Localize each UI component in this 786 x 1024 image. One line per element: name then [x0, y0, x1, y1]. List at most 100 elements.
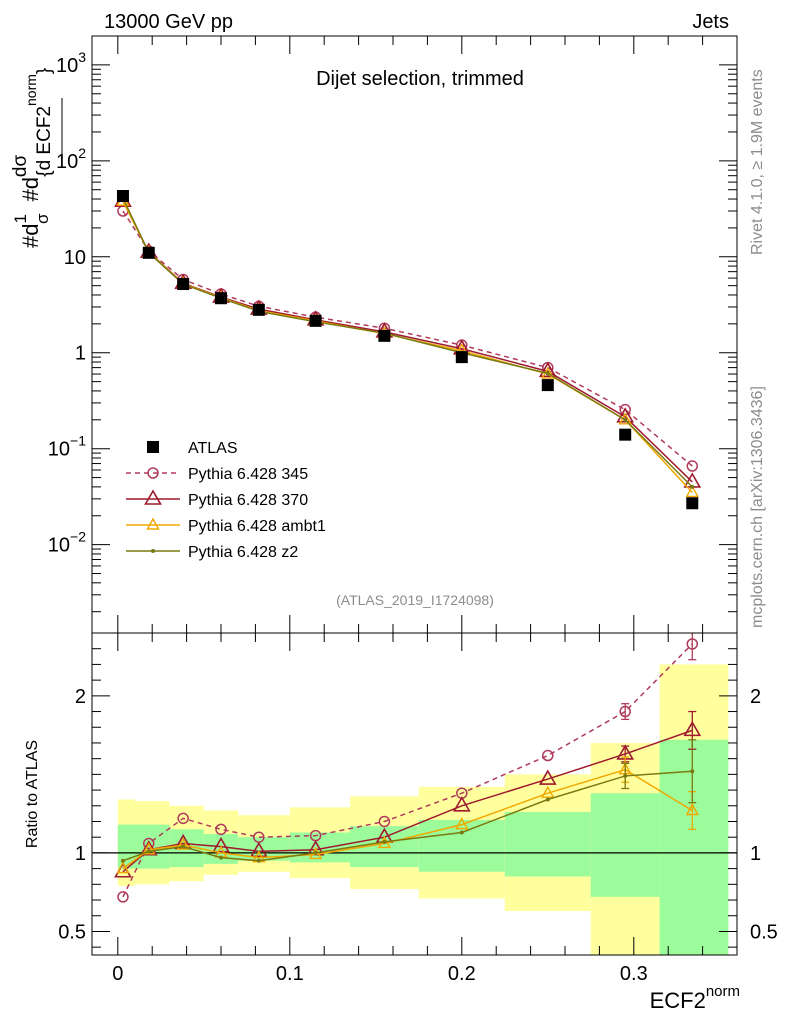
- ratio-y-tick-label: 2: [75, 686, 86, 708]
- x-axis-label: ECF2norm: [650, 983, 740, 1013]
- ratio-point: [623, 773, 628, 778]
- ratio-pythia-6-428-z2: [120, 739, 697, 863]
- ratio-point: [256, 858, 261, 863]
- band-green: [659, 739, 729, 955]
- ratio-y-tick-label: 0.5: [58, 921, 86, 943]
- ylabel-close: }: [34, 68, 55, 74]
- ratio-point: [619, 705, 631, 718]
- top-series: [114, 190, 702, 510]
- legend-item: Pythia 6.428 370: [126, 489, 308, 509]
- ratio-point: [545, 797, 550, 802]
- data-point: [455, 351, 468, 364]
- ratio-point: [142, 842, 156, 855]
- data-point: [685, 484, 699, 498]
- ratio-series: [114, 633, 702, 903]
- data-point: [545, 371, 550, 376]
- legend-label: ATLAS: [188, 440, 238, 457]
- legend-marker: [147, 467, 159, 479]
- y-tick-label-base: 10: [48, 535, 70, 557]
- band-green: [504, 812, 591, 877]
- legend-label: Pythia 6.428 345: [188, 466, 308, 483]
- bottom-panel: 0.5 0.5 1 1 2 2 0 0.1 0.2 0.3 Ratio to ATLAS ECF2…: [24, 632, 778, 1013]
- ratio-point: [249, 841, 268, 858]
- x-tick-label: 0: [112, 963, 123, 985]
- ratio-point: [378, 815, 391, 828]
- legend-item: ATLAS: [147, 440, 238, 457]
- y-tick-label: 1: [75, 343, 86, 365]
- legend-marker: [146, 517, 160, 530]
- ratio-y-tick-label-right: 0.5: [750, 921, 778, 943]
- data-point: [378, 329, 391, 342]
- ratio-point: [143, 837, 155, 850]
- y-tick-label: 102: [56, 145, 86, 173]
- series-line: [122, 210, 693, 467]
- mcplots-label: mcplots.cern.ch [arXiv:1306.3436]: [749, 386, 766, 628]
- x-axis-label-sup: norm: [706, 983, 740, 1000]
- data-point: [538, 361, 557, 378]
- y-tick-label-exp: 2: [78, 145, 86, 161]
- ratio-point: [212, 837, 230, 853]
- y-tick-label-base: 10: [56, 55, 78, 77]
- y-tick-label-base: 10: [64, 247, 86, 269]
- ratio-point: [215, 823, 227, 836]
- legend-marker: [151, 549, 155, 553]
- band-green: [238, 837, 290, 861]
- ylabel-sup: norm: [23, 74, 39, 106]
- x-tick-label: 0.2: [448, 963, 476, 985]
- uncertainty-bands: [117, 664, 729, 955]
- legend-item: Pythia 6.428 ambt1: [126, 517, 326, 535]
- ratio-point: [382, 839, 387, 844]
- legend-item: Pythia 6.428 345: [126, 466, 308, 483]
- data-point: [686, 460, 699, 472]
- analysis-label: (ATLAS_2019_I1724098): [336, 592, 494, 608]
- chart-title: Dijet selection, trimmed: [316, 68, 524, 90]
- data-point: [690, 484, 695, 489]
- bottom-ticks: 0.5 0.5 1 1 2 2 0 0.1 0.2 0.3: [58, 633, 778, 985]
- rivet-label: Rivet 4.1.0, ≥ 1.9M events: [749, 69, 766, 255]
- ratio-point: [116, 861, 130, 874]
- ratio-point: [690, 769, 695, 774]
- data-point: [309, 314, 322, 327]
- ratio-point: [683, 720, 702, 737]
- data-point: [116, 190, 129, 203]
- x-tick-label: 0.3: [620, 963, 648, 985]
- y-tick-label-base: 10: [56, 151, 78, 173]
- ratio-point: [686, 638, 699, 650]
- ratio-line: [122, 643, 693, 898]
- ratio-point: [146, 849, 151, 854]
- top-y-axis-label: #d1 σ#ddσ {d ECF2norm}: [10, 68, 55, 248]
- ratio-point: [181, 844, 186, 849]
- ylabel-sigma: σ: [33, 213, 52, 224]
- ratio-y-axis-label: Ratio to ATLAS: [24, 740, 41, 848]
- data-point: [177, 278, 190, 291]
- y-tick-label: 10: [64, 247, 86, 269]
- legend: ATLAS Pythia 6.428 345 Pythia 6.428 370 Pyt…: [126, 440, 326, 561]
- data-point: [142, 246, 155, 259]
- legend-label: Pythia 6.428 z2: [188, 544, 298, 561]
- data-point: [252, 303, 265, 316]
- data-point: [686, 497, 699, 510]
- data-point: [541, 379, 554, 392]
- ratio-point: [685, 803, 699, 816]
- legend-label: Pythia 6.428 370: [188, 492, 308, 509]
- y-tick-label-base: 1: [75, 343, 86, 365]
- ratio-y-tick-label: 1: [75, 843, 86, 865]
- ratio-y-tick-label-right: 2: [750, 686, 761, 708]
- category-label: Jets: [692, 11, 729, 33]
- ratio-point: [459, 830, 464, 835]
- ratio-y-tick-label-right: 1: [750, 843, 761, 865]
- series-atlas: [116, 190, 699, 510]
- ylabel-den: {d ECF2: [34, 106, 55, 177]
- legend-item: Pythia 6.428 z2: [126, 544, 298, 561]
- ratio-point: [219, 855, 223, 860]
- ratio-point: [120, 858, 125, 863]
- data-point: [215, 292, 227, 305]
- legend-label: Pythia 6.428 ambt1: [188, 518, 326, 535]
- band-green: [590, 793, 660, 897]
- x-axis-label-base: ECF2: [650, 988, 706, 1013]
- ratio-point: [538, 769, 557, 785]
- y-tick-label-exp: −2: [70, 529, 86, 545]
- ratio-point: [176, 837, 190, 850]
